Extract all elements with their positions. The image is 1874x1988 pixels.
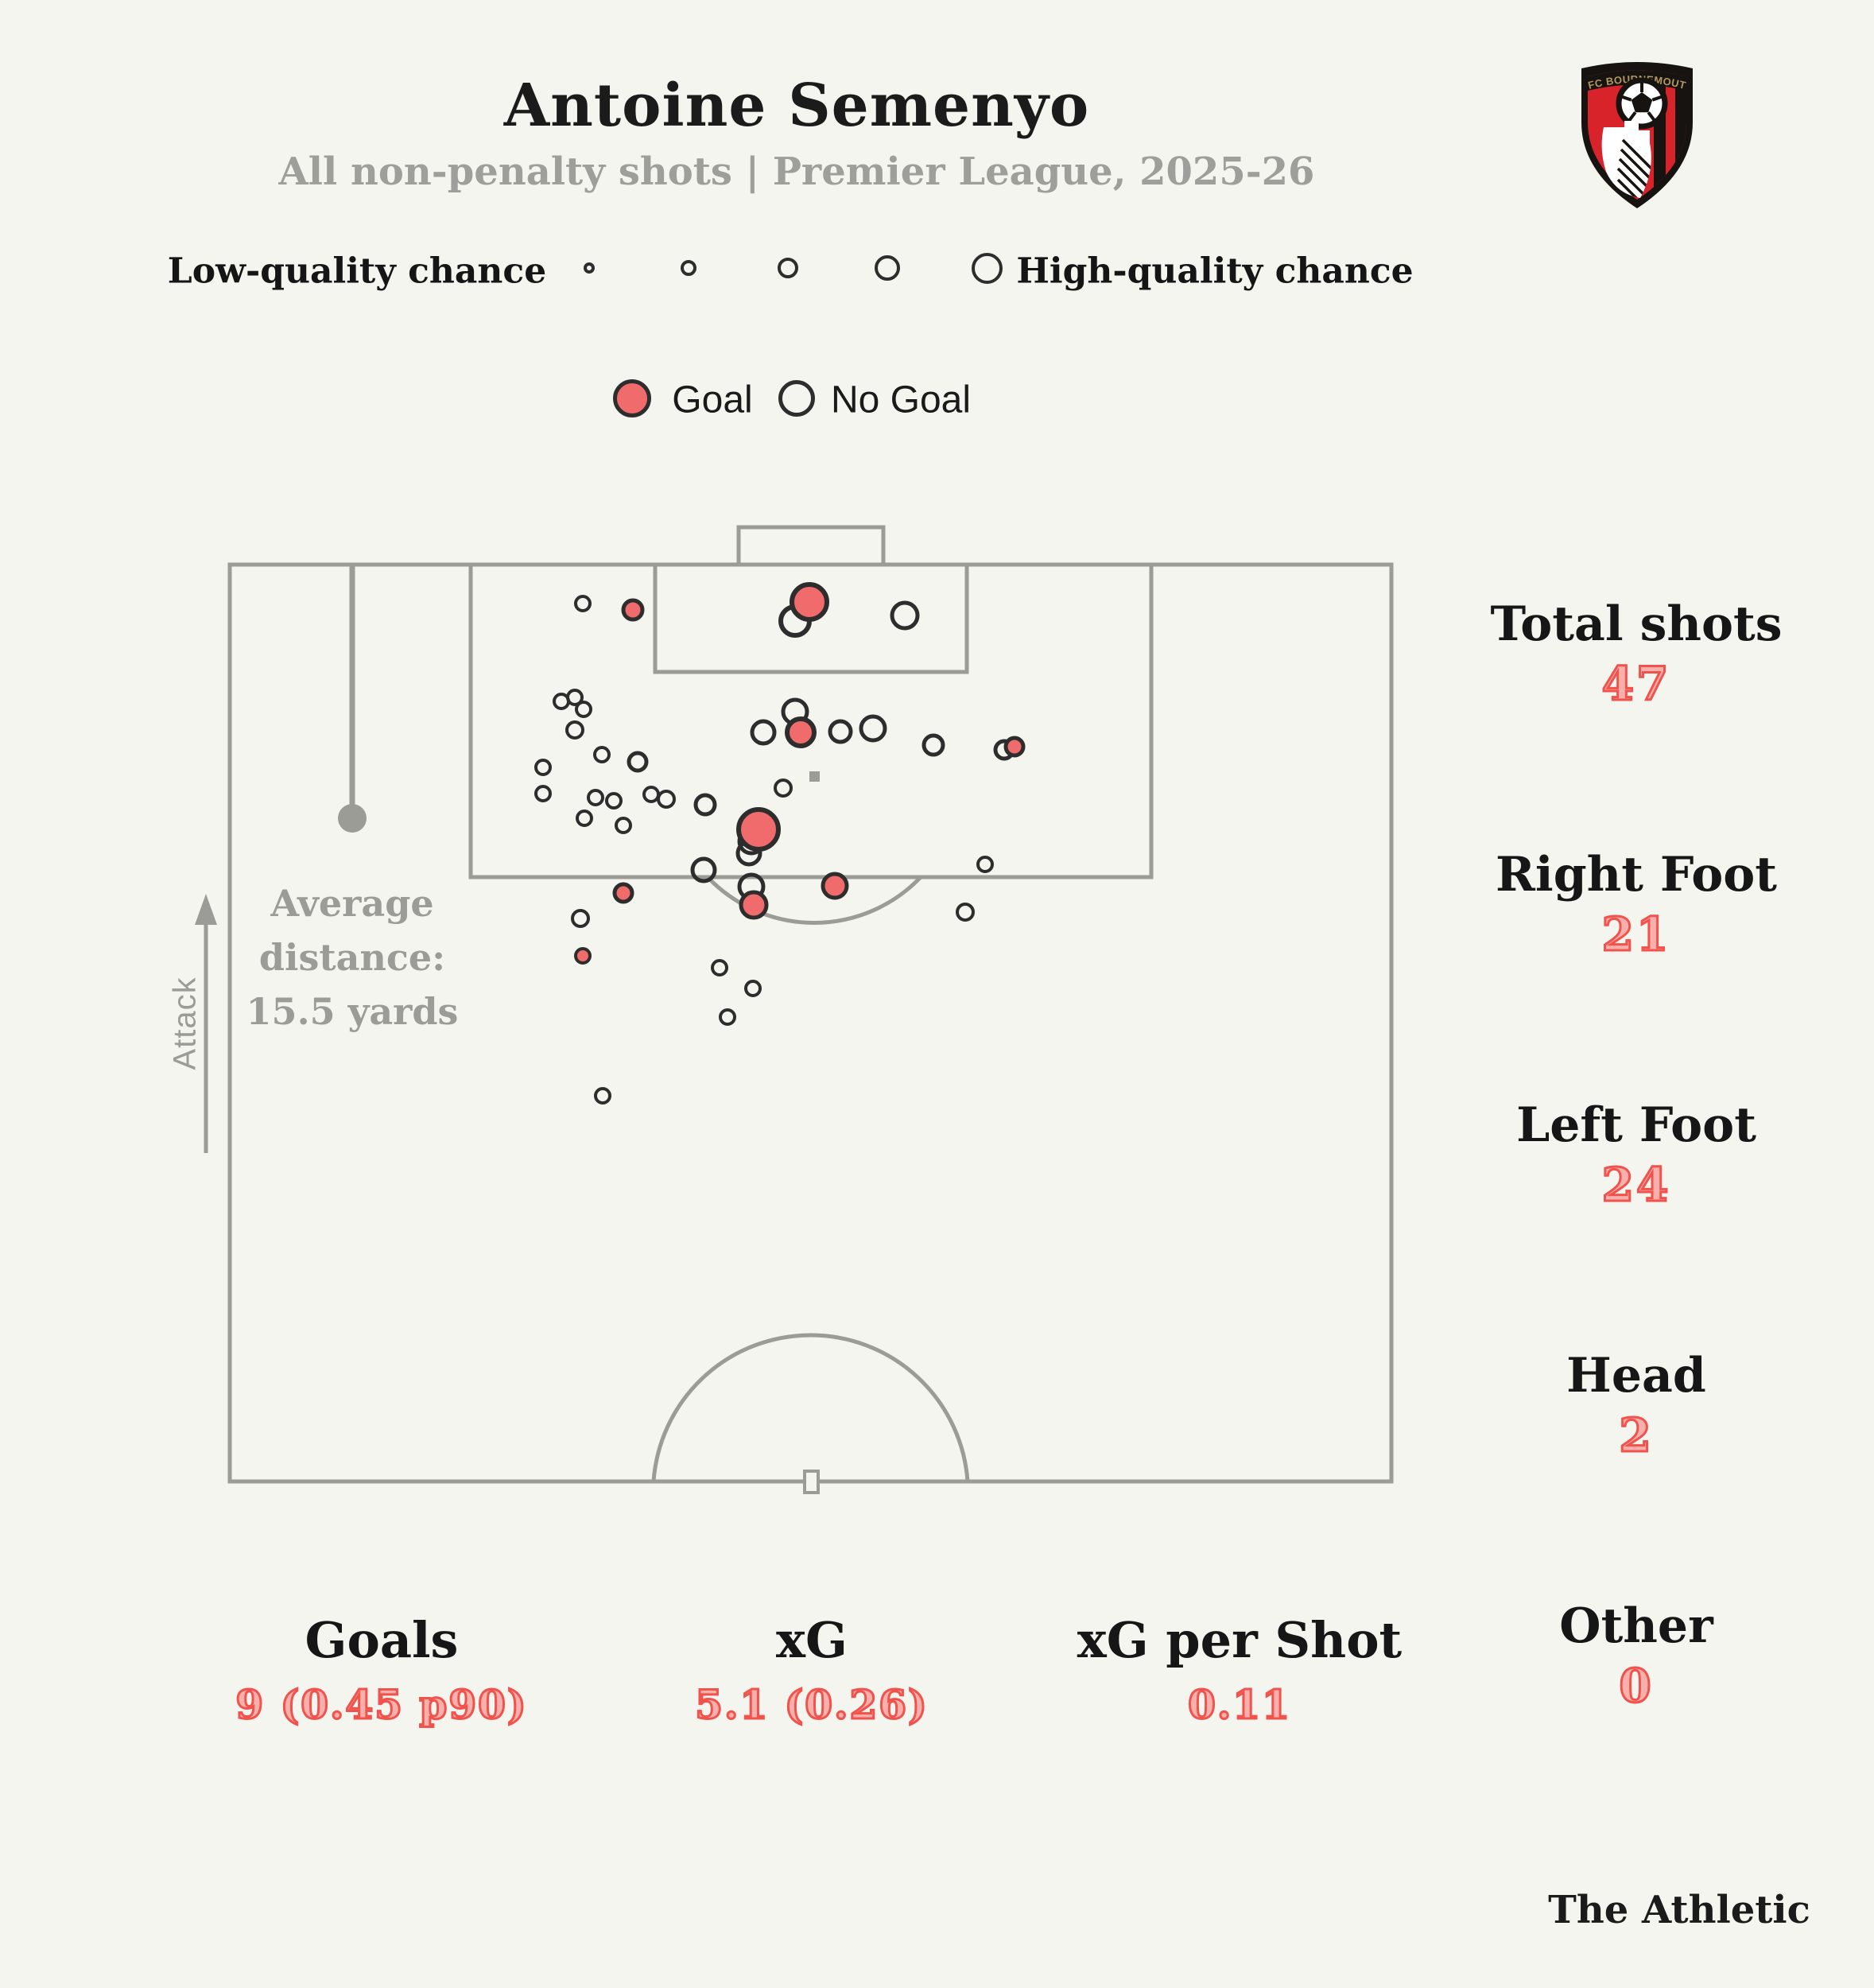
penalty-spot — [809, 771, 820, 782]
no-goal-legend-dot — [778, 380, 815, 417]
stat-total-shots: Total shots 47 — [1491, 596, 1783, 712]
shot-goal-marker — [821, 872, 849, 900]
page-subtitle: All non-penalty shots | Premier League, … — [278, 149, 1315, 194]
shots-layer — [534, 582, 1026, 1105]
shot-no-goal-marker — [828, 719, 853, 744]
the-athletic-logo: The Athletic — [1548, 1888, 1810, 1932]
stat-right-foot: Right Foot 21 — [1496, 846, 1777, 963]
stat-value: 0 — [1618, 1658, 1654, 1714]
quality-size-circle — [584, 262, 595, 274]
shot-goal-marker — [1003, 736, 1026, 758]
avg-line-2: distance: — [258, 936, 446, 979]
no-goal-legend-label: No Goal — [830, 379, 972, 421]
shot-no-goal-marker — [774, 779, 793, 798]
shot-goal-marker — [612, 882, 634, 904]
shot-goal-marker — [574, 947, 592, 965]
stat-value: 24 — [1600, 1157, 1671, 1213]
shot-goal-marker — [790, 582, 829, 622]
stat-value: 0.11 — [1187, 1680, 1291, 1730]
goal-legend-dot — [613, 379, 651, 417]
quality-size-circle — [681, 260, 696, 276]
shot-no-goal-marker — [571, 909, 590, 928]
shot-no-goal-marker — [890, 600, 920, 631]
shot-no-goal-marker — [605, 792, 623, 810]
stat-label: Left Foot — [1516, 1097, 1756, 1153]
shot-no-goal-marker — [737, 872, 766, 901]
average-distance-text: Average distance: 15.5 yards — [246, 876, 459, 1039]
stat-value: 21 — [1600, 907, 1671, 963]
shot-goal-marker — [785, 716, 817, 748]
stat-label: xG per Shot — [1077, 1611, 1403, 1669]
high-quality-label: High-quality chance — [1016, 250, 1414, 292]
shot-no-goal-marker — [781, 697, 809, 726]
shot-no-goal-marker — [737, 827, 766, 856]
quality-size-circle — [778, 258, 798, 278]
shot-no-goal-marker — [976, 856, 994, 873]
quality-size-circle — [971, 252, 1003, 284]
shot-no-goal-marker — [744, 980, 762, 997]
shot-no-goal-marker — [565, 720, 584, 740]
stat-label: Right Foot — [1496, 847, 1777, 903]
stat-value: 47 — [1600, 656, 1671, 712]
shot-no-goal-marker — [921, 733, 945, 757]
shot-no-goal-marker — [615, 817, 632, 834]
stat-label: Goals — [305, 1611, 459, 1669]
avg-line-1: Average — [270, 882, 434, 925]
page-title: Antoine Semenyo — [503, 72, 1090, 140]
shot-no-goal-marker — [594, 1087, 611, 1105]
shot-no-goal-marker — [719, 1008, 736, 1026]
shot-no-goal-marker — [778, 604, 812, 638]
shot-goal-marker — [621, 598, 645, 622]
stat-value: 5.1 (0.26) — [694, 1680, 929, 1730]
stat-label: xG — [776, 1611, 848, 1669]
stat-xg-per-shot: xG per Shot 0.11 — [1077, 1611, 1402, 1730]
shot-no-goal-marker — [750, 719, 777, 746]
shot-no-goal-marker — [657, 790, 676, 809]
shot-no-goal-marker — [711, 959, 728, 977]
stat-xg: xG 5.1 (0.26) — [694, 1611, 929, 1730]
afc-bournemouth-crest: AFC BOURNEMOUTH — [1577, 54, 1693, 208]
stat-left-foot: Left Foot 24 — [1516, 1097, 1756, 1213]
stat-goals: Goals 9 (0.45 p90) — [235, 1611, 527, 1730]
shot-goal-marker — [736, 807, 781, 852]
stat-label: Other — [1559, 1598, 1713, 1654]
shot-no-goal-marker — [993, 739, 1015, 761]
goal-legend-label: Goal — [672, 379, 753, 421]
stat-label: Total shots — [1490, 596, 1783, 652]
quality-size-circle — [875, 255, 900, 281]
shot-no-goal-marker — [642, 786, 660, 803]
shot-no-goal-marker — [576, 810, 593, 827]
avg-line-3: 15.5 yards — [246, 990, 459, 1033]
shot-no-goal-marker — [690, 856, 717, 883]
stat-label: Head — [1566, 1348, 1706, 1404]
shot-no-goal-marker — [859, 714, 887, 743]
shot-no-goal-marker — [693, 793, 717, 817]
stat-value: 2 — [1618, 1408, 1654, 1464]
low-quality-label: Low-quality chance — [167, 250, 547, 292]
shot-no-goal-marker — [587, 789, 604, 806]
shot-no-goal-marker — [735, 840, 762, 867]
shot-no-goal-marker — [534, 759, 552, 776]
shot-no-goal-marker — [956, 903, 975, 922]
average-distance-marker — [338, 566, 367, 833]
shot-no-goal-marker — [575, 701, 592, 718]
attack-label: Attack — [167, 977, 203, 1070]
shot-no-goal-marker — [534, 785, 552, 802]
shot-goal-marker — [739, 890, 769, 920]
stat-other: Other 0 — [1559, 1598, 1713, 1714]
shot-no-goal-marker — [566, 689, 584, 706]
shot-no-goal-marker — [593, 746, 611, 763]
shot-no-goal-marker — [553, 693, 570, 710]
stat-value: 9 (0.45 p90) — [235, 1680, 528, 1730]
stat-head: Head 2 — [1566, 1347, 1706, 1464]
shot-no-goal-marker — [627, 751, 649, 773]
shot-no-goal-marker — [574, 595, 592, 612]
crest-football-icon — [1616, 77, 1668, 130]
